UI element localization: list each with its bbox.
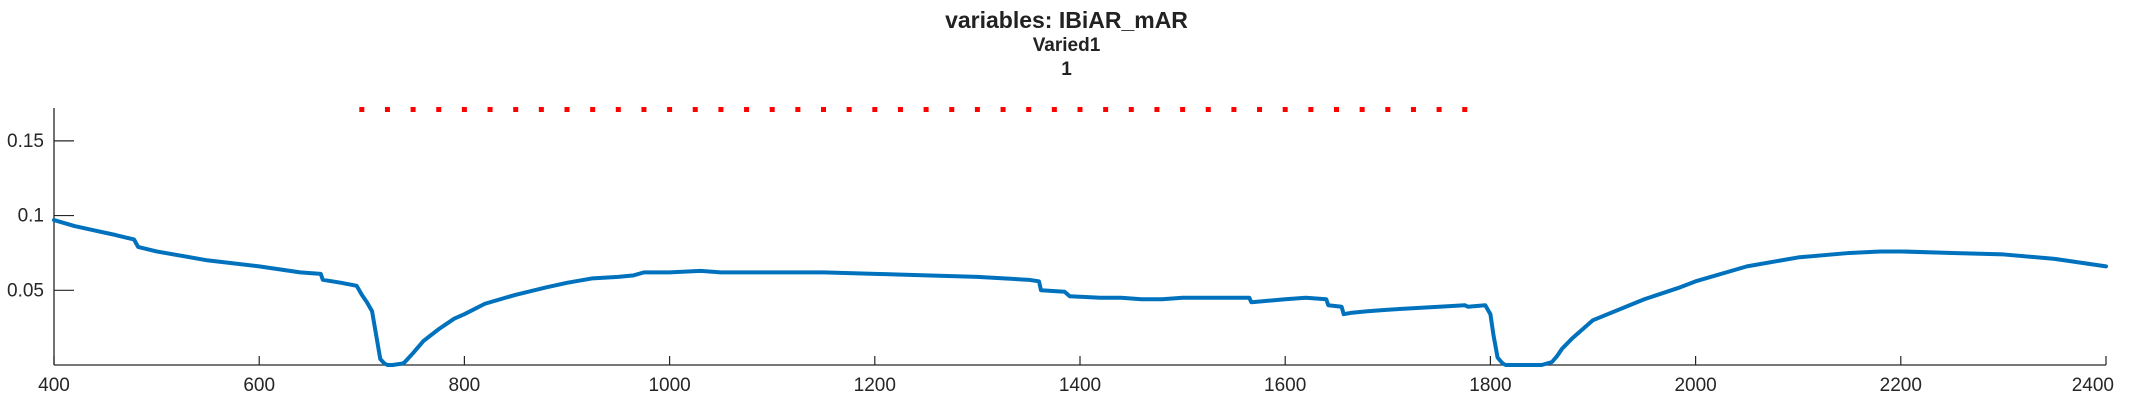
marker-point [872,106,878,112]
marker-point [641,106,647,112]
marker-point [410,106,416,112]
marker-point [1180,106,1186,112]
marker-point [1026,106,1032,112]
chart-title: variables: IBiAR_mAR [945,7,1188,33]
marker-point [1282,106,1288,112]
x-tick-label: 1800 [1469,375,1511,396]
marker-point [821,106,826,112]
y-tick-label: 0.1 [18,206,44,227]
axes: 400 600 800 1000 1200 1400 1600 1800 2000 2200 240… [7,108,2114,396]
x-tick-label: 2200 [1880,375,1922,396]
marker-point [846,106,852,112]
marker-point [923,106,929,112]
marker-series [359,106,1468,112]
marker-point [1077,106,1083,112]
plot-area [52,106,2108,367]
marker-point [487,106,493,112]
marker-point [1410,106,1416,112]
marker-point [513,106,519,112]
x-tick-label: 400 [38,375,70,396]
x-tick-label: 2400 [2072,375,2114,396]
marker-point [564,106,570,112]
marker-point [1385,106,1391,112]
marker-point [769,106,775,112]
x-tick-label: 1400 [1059,375,1101,396]
marker-point [1051,106,1057,112]
marker-point [897,106,903,112]
marker-point [615,106,621,112]
marker-point [667,106,673,112]
marker-point [436,106,442,112]
marker-point [1334,106,1339,112]
marker-point [1462,106,1468,112]
marker-point [1000,106,1006,112]
marker-point [974,106,980,112]
marker-point [949,106,955,112]
chart-subtitle: Varied1 [1032,35,1101,56]
marker-point [590,106,596,112]
marker-point [1231,106,1237,112]
marker-point [1436,106,1442,112]
marker-point [692,106,698,112]
marker-point [1154,106,1160,112]
x-tick-label: 1000 [648,375,690,396]
series-line [52,218,2108,367]
x-tick-label: 1200 [854,375,896,396]
marker-point [1308,106,1314,112]
marker-point [744,106,750,112]
marker-point [1128,106,1134,112]
chart-titles: variables: IBiAR_mAR Varied1 1 [0,6,2133,82]
y-tick-label: 0.15 [7,131,44,152]
marker-point [1359,106,1365,112]
marker-point [384,106,390,112]
marker-point [1205,106,1211,112]
marker-point [461,106,467,112]
marker-point [1103,106,1109,112]
chart-subtitle-index: 1 [1061,59,1072,80]
marker-point [538,106,544,112]
marker-point [359,106,365,112]
x-tick-label: 600 [243,375,275,396]
marker-point [1257,106,1263,112]
y-tick-label: 0.05 [7,280,44,301]
marker-point [795,106,801,112]
x-tick-label: 2000 [1674,375,1716,396]
marker-point [718,106,724,112]
x-tick-label: 1600 [1264,375,1306,396]
x-tick-label: 800 [449,375,481,396]
